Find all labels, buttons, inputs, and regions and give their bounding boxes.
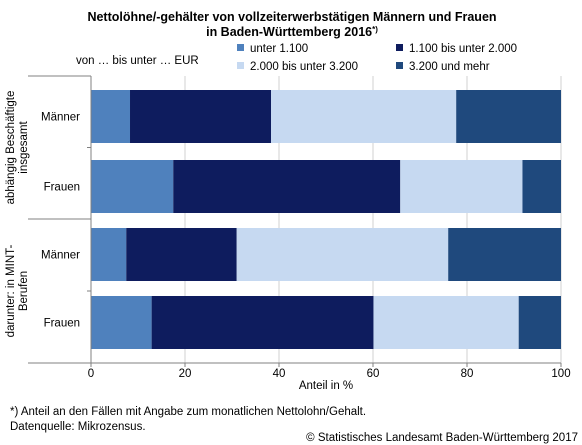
bar-segment-1-2 [130,90,272,143]
chart-title: Nettolöhne/-gehälter von vollzeiterwerbs… [87,10,496,39]
bar-segment-3-1 [91,228,127,281]
footnote-line-2: Datenquelle: Mikrozensus. [10,421,146,433]
legend-items: unter 1.100 1.100 bis unter 2.000 2.000 bi… [237,43,517,73]
legend-swatch-3 [237,62,244,69]
bar-segment-1-3 [271,90,457,143]
legend-label-3: 2.000 bis unter 3.200 [250,61,358,73]
bar-segment-4-1 [91,296,152,349]
legend-swatch-2 [396,44,403,51]
bar-segment-2-3 [400,160,523,213]
chart-title-line-2-text: in Baden-Württemberg 2016 [206,25,372,39]
bar-row-4 [91,296,561,349]
legend-swatch-4 [396,62,403,69]
plot-area: 0 20 40 60 80 100 Anteil in % [88,76,571,392]
group-label-2-line-2: Berufen [18,271,30,311]
bar-segment-3-3 [236,228,449,281]
x-tick-label-40: 40 [273,368,286,380]
category-label-1: Männer [41,112,80,124]
chart-title-superscript: *) [372,25,378,34]
bar-segment-3-2 [126,228,237,281]
legend-label-4: 3.200 und mehr [409,61,490,73]
category-axis: Männer Frauen Männer Frauen abhängig Beschäf… [5,75,91,364]
bar-segment-3-4 [448,228,561,281]
category-label-4: Frauen [44,318,80,330]
x-axis-ticks [90,363,562,367]
x-axis-label: Anteil in % [299,380,353,392]
bar-segment-4-3 [373,296,519,349]
x-tick-label-80: 80 [461,368,474,380]
bar-segment-1-4 [456,90,561,143]
group-label-1-line-2: insgesamt [18,120,30,173]
bar-row-1 [91,90,561,143]
x-tick-label-60: 60 [367,368,380,380]
x-tick-label-0: 0 [88,368,94,380]
bar-segment-4-4 [518,296,561,349]
bar-segment-4-2 [151,296,374,349]
bar-segment-2-1 [91,160,174,213]
group-label-2-line-1: darunter: in MINT- [5,244,17,337]
x-tick-label-20: 20 [179,368,192,380]
legend: von … bis unter … EUR unter 1.100 1.100 b… [76,43,517,73]
chart-title-line-2: in Baden-Württemberg 2016*) [206,25,378,39]
legend-label-2: 1.100 bis unter 2.000 [409,43,517,55]
copyright-notice: © Statistisches Landesamt Baden-Württemb… [306,432,578,444]
legend-swatch-1 [237,44,244,51]
bar-row-2 [91,160,561,213]
category-label-3: Männer [41,250,80,262]
bar-row-3 [91,228,561,281]
footnote-line-1: *) Anteil an den Fällen mit Angabe zum m… [10,406,366,418]
x-axis-tick-labels: 0 20 40 60 80 100 [88,368,571,380]
group-label-1-line-1: abhängig Beschäftigte [5,91,17,205]
bar-segment-2-2 [173,160,401,213]
bar-segment-2-4 [522,160,561,213]
bars [91,90,561,349]
legend-caption: von … bis unter … EUR [76,55,199,67]
chart-title-line-1: Nettolöhne/-gehälter von vollzeiterwerbs… [87,10,496,24]
x-tick-label-100: 100 [551,368,570,380]
footnotes: *) Anteil an den Fällen mit Angabe zum m… [10,406,578,444]
category-label-2: Frauen [44,182,80,194]
legend-label-1: unter 1.100 [250,43,308,55]
bar-segment-1-1 [91,90,131,143]
